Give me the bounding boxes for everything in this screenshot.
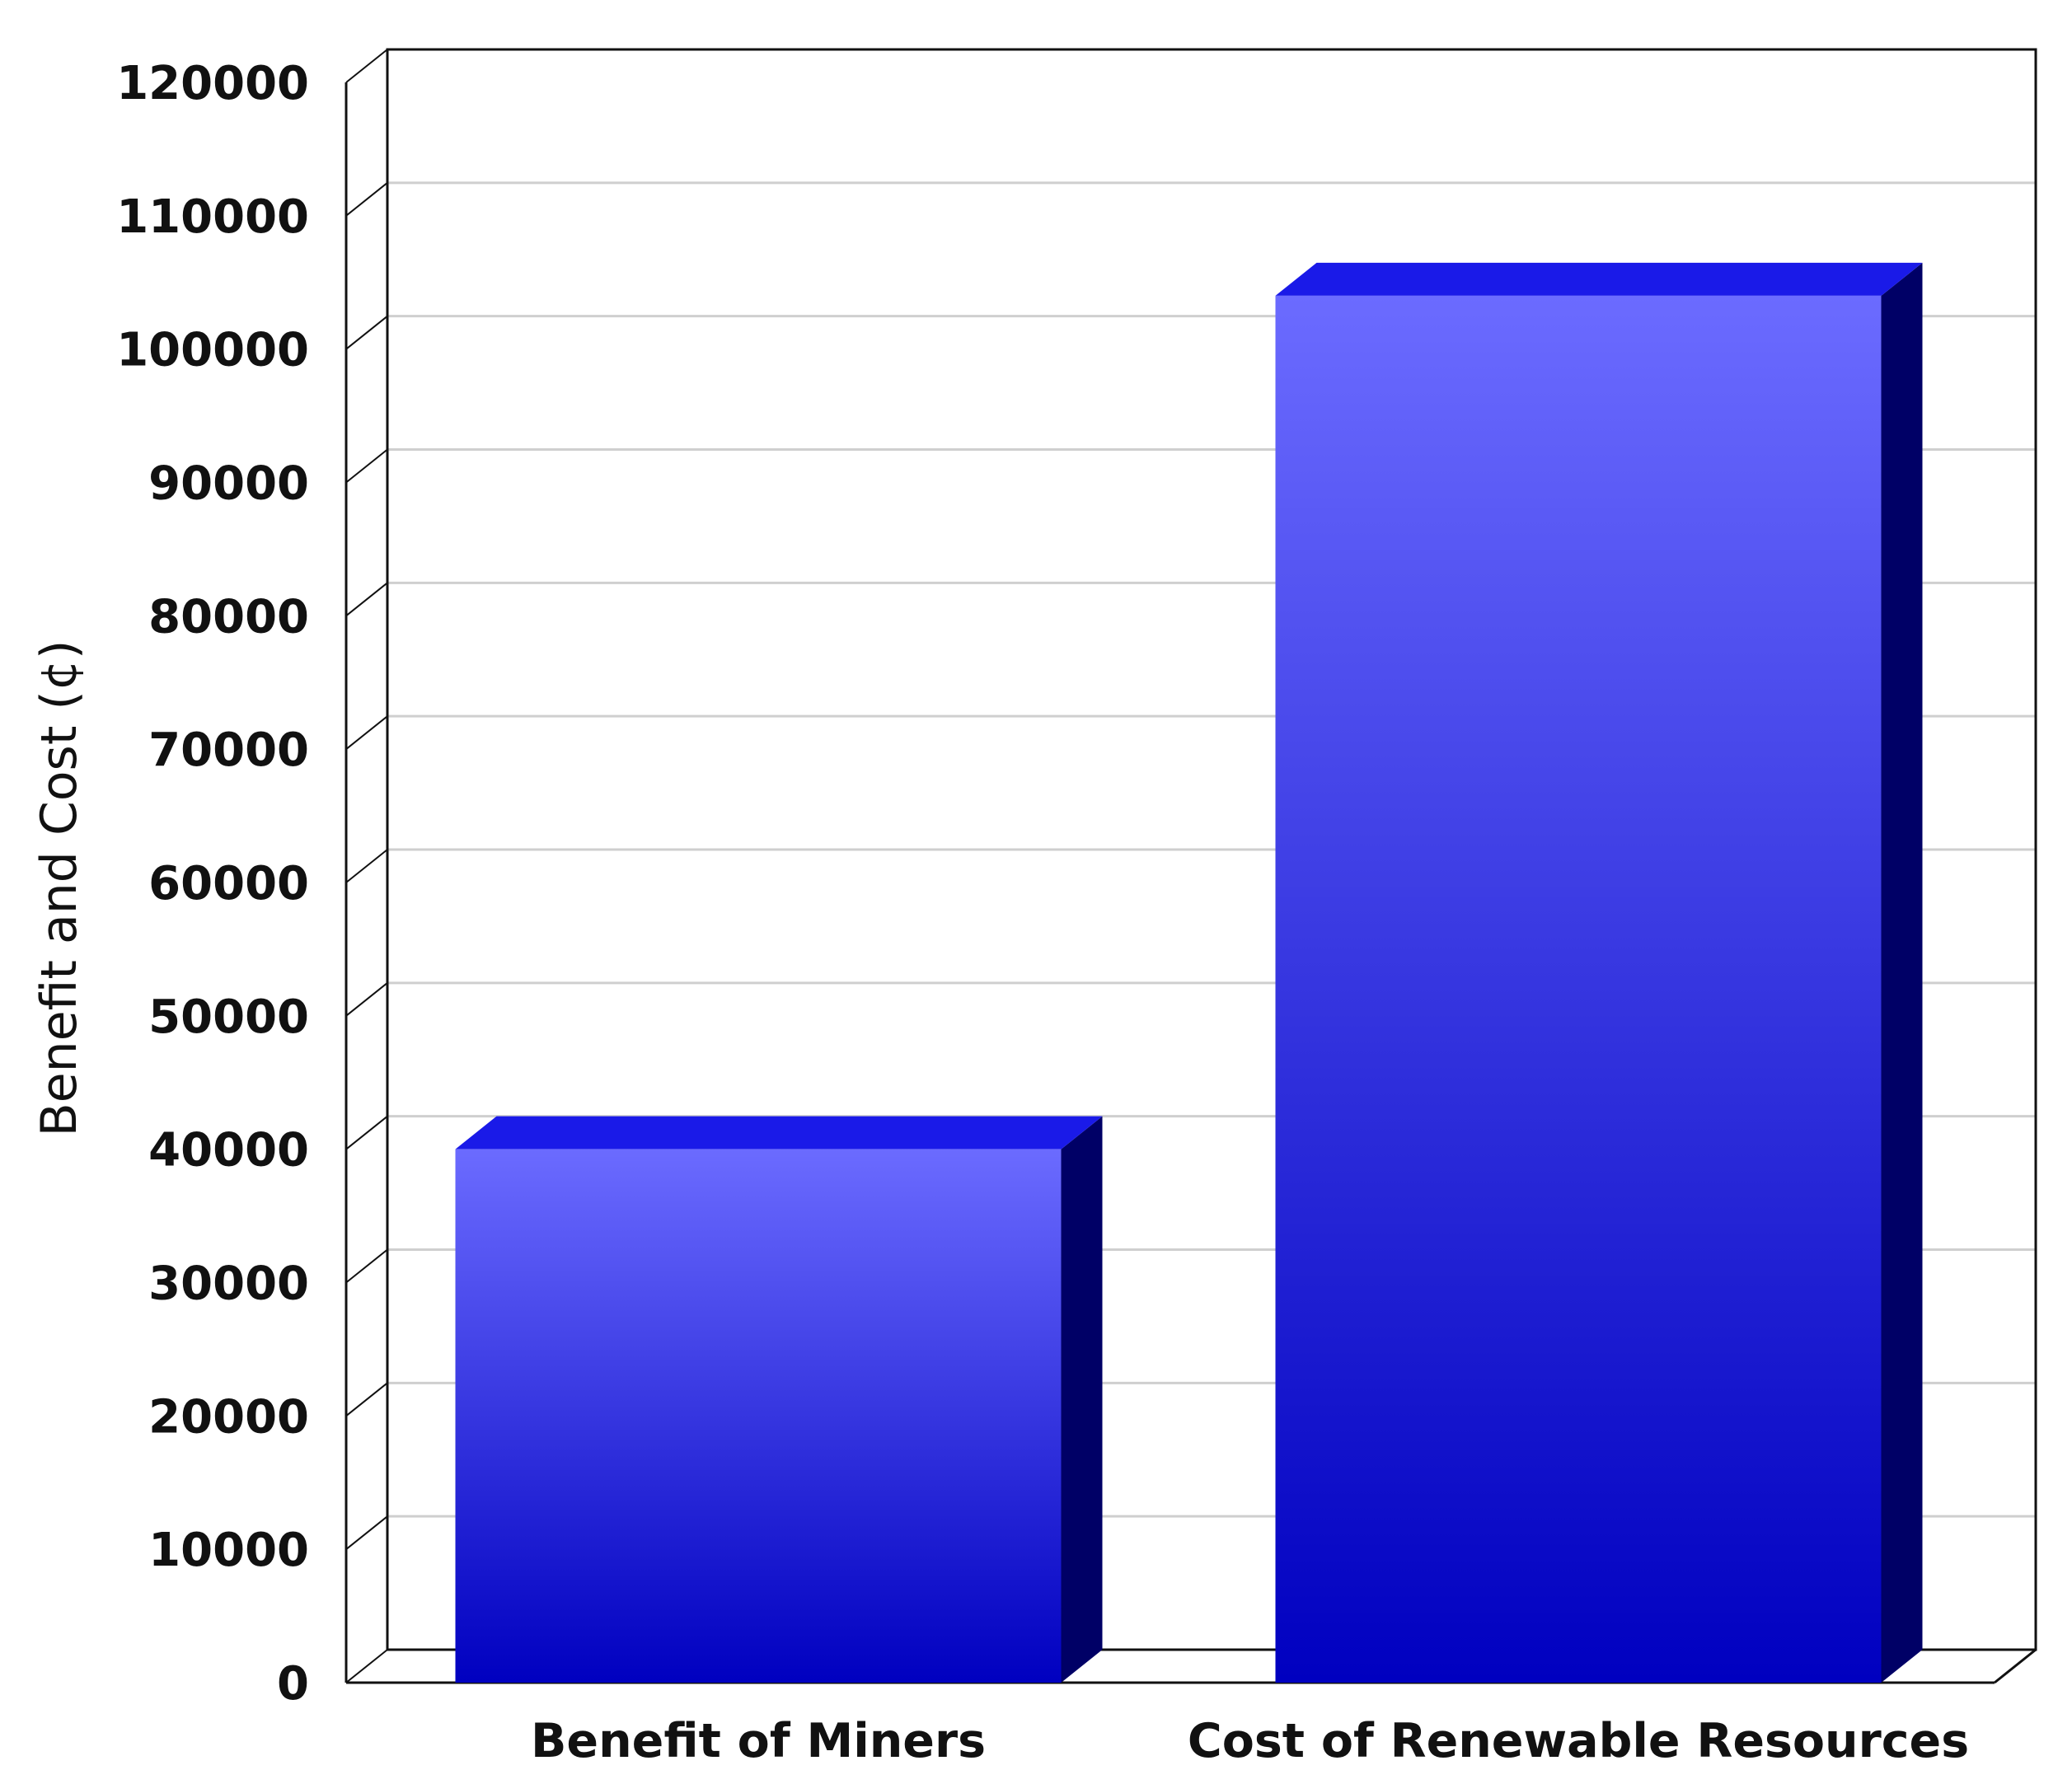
left-wall-tick [345, 849, 388, 883]
y-tick-label: 10000 [148, 1524, 309, 1577]
bar-top [455, 1116, 1103, 1150]
y-tick-label: 90000 [148, 457, 309, 511]
bar [455, 1116, 1103, 1683]
y-tick-label: 0 [277, 1657, 309, 1711]
y-tick-label: 120000 [116, 57, 309, 110]
left-wall-tick [345, 715, 388, 750]
left-wall-tick [345, 1115, 388, 1150]
left-wall-tick [345, 1515, 388, 1550]
y-tick-label: 40000 [148, 1124, 309, 1178]
left-wall-tick [345, 1382, 388, 1417]
y-axis-title: Benefit and Cost (¢) [30, 640, 88, 1137]
left-wall-tick [345, 448, 388, 484]
floor-edge [1994, 1648, 2037, 1684]
y-tick-label: 30000 [148, 1257, 309, 1311]
bar-side [1061, 1116, 1103, 1683]
left-wall-tick [345, 1649, 388, 1683]
bar-top [1275, 262, 1923, 296]
y-tick-label: 80000 [148, 590, 309, 644]
left-wall-tick [345, 315, 388, 350]
left-wall-tick [345, 1248, 388, 1284]
left-wall-tick [345, 582, 388, 617]
y-tick-label: 70000 [148, 723, 309, 777]
y-axis-ticks: 0 10000 20000 30000 40000 50000 60000 70000 8000… [116, 57, 309, 1711]
bar-side [1881, 262, 1923, 1683]
bar [1275, 262, 1923, 1683]
back-wall [386, 48, 2037, 1651]
left-wall-tick [345, 982, 388, 1017]
y-tick-label: 60000 [148, 857, 309, 911]
y-tick-label: 50000 [148, 990, 309, 1044]
y-tick-label: 100000 [116, 324, 309, 377]
x-category-label: Benefit of Miners [531, 1714, 986, 1768]
x-category-label: Cost of Renewable Resources [1188, 1714, 1969, 1768]
x-axis-categories: Benefit of Miners Cost of Renewable Resou… [531, 1714, 1969, 1768]
bar-front [455, 1149, 1062, 1683]
left-wall-tick [345, 49, 388, 83]
y-tick-label: 20000 [148, 1390, 309, 1444]
bars [455, 262, 1923, 1683]
left-wall-tick [345, 182, 388, 217]
y-tick-label: 110000 [116, 190, 309, 244]
bar-front [1275, 295, 1882, 1683]
